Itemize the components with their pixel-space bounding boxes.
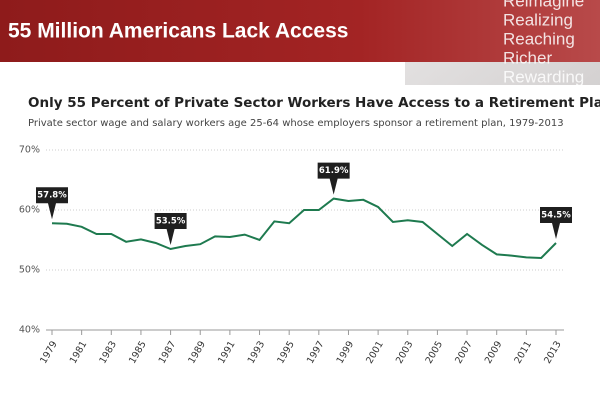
annotation-box (154, 213, 187, 245)
tagline-word: Realizing (503, 10, 573, 29)
annotation-box (540, 207, 572, 239)
annotation-box (317, 162, 350, 195)
tagline-word: Rewarding (503, 67, 584, 86)
header-title: 55 Million Americans Lack Access (8, 20, 348, 43)
annotation-label: 57.8% (37, 191, 67, 201)
tagline-word: Reimagine (503, 0, 584, 10)
y-tick-label: 50% (19, 265, 40, 276)
y-tick-label: 40% (19, 325, 40, 336)
header-band (0, 0, 600, 62)
annotation-box (36, 187, 68, 220)
y-tick-label: 70% (19, 145, 40, 156)
tagline-word: Reaching (503, 29, 575, 48)
tagline-word: Richer (503, 48, 552, 67)
annotation-label: 53.5% (156, 217, 186, 227)
data-line (51, 197, 557, 260)
tagline-words: ReimagineRealizingReachingRicherRewardin… (503, 0, 584, 86)
annotation-label: 61.9% (319, 166, 349, 176)
y-tick-label: 60% (19, 205, 40, 216)
chart-background (0, 85, 600, 404)
annotation-label: 54.5% (541, 211, 571, 221)
chart-title: Only 55 Percent of Private Sector Worker… (28, 95, 600, 111)
chart-subtitle: Private sector wage and salary workers a… (28, 118, 564, 129)
